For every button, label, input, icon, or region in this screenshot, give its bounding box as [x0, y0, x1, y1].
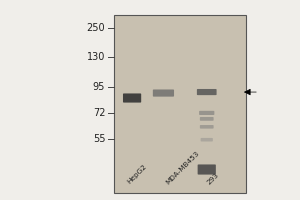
FancyBboxPatch shape: [198, 164, 216, 175]
Text: 293: 293: [206, 171, 220, 185]
Text: 95: 95: [93, 82, 105, 92]
Text: MDA-MB453: MDA-MB453: [165, 150, 201, 185]
Text: 72: 72: [93, 108, 105, 118]
Text: 55: 55: [93, 134, 105, 144]
FancyBboxPatch shape: [123, 93, 141, 103]
Text: 130: 130: [87, 52, 105, 62]
FancyBboxPatch shape: [199, 111, 214, 115]
Text: HepG2: HepG2: [126, 164, 148, 185]
FancyBboxPatch shape: [200, 117, 214, 121]
FancyBboxPatch shape: [201, 138, 213, 142]
FancyBboxPatch shape: [153, 89, 174, 97]
Text: 250: 250: [87, 23, 105, 33]
Bar: [114, 15, 246, 193]
FancyBboxPatch shape: [197, 89, 217, 95]
FancyBboxPatch shape: [200, 125, 214, 129]
